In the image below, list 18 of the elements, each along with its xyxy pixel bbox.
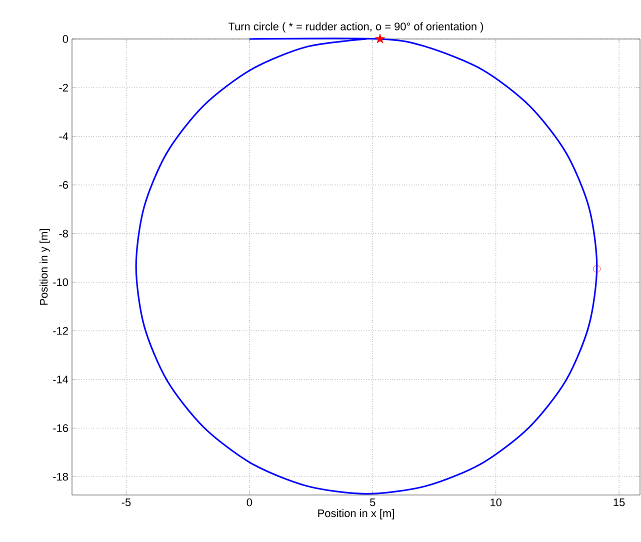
y-tick-label: -14 [53, 376, 68, 384]
x-tick-label: 5 [370, 498, 376, 506]
y-tick-label: 0 [62, 35, 68, 43]
y-tick-label: -18 [53, 472, 68, 481]
y-tick-label: -16 [53, 424, 68, 432]
y-tick-label: -8 [59, 230, 68, 238]
x-axis-title: Position in x [m] [318, 509, 394, 520]
y-axis-title: Position in y [m] [40, 229, 50, 305]
chart-title: Turn circle ( * = rudder action, o = 90° of orientation ) [228, 22, 484, 32]
x-tick-label: -5 [122, 498, 131, 506]
y-tick-label: -12 [53, 327, 68, 335]
x-tick-label: 15 [614, 498, 625, 506]
y-tick-label: -2 [59, 84, 68, 92]
x-tick-label: 10 [490, 498, 502, 506]
y-tick-label: -10 [53, 278, 68, 286]
y-tick-label: -6 [59, 181, 68, 189]
x-tick-label: 0 [246, 498, 252, 506]
y-tick-label: -4 [59, 132, 68, 140]
